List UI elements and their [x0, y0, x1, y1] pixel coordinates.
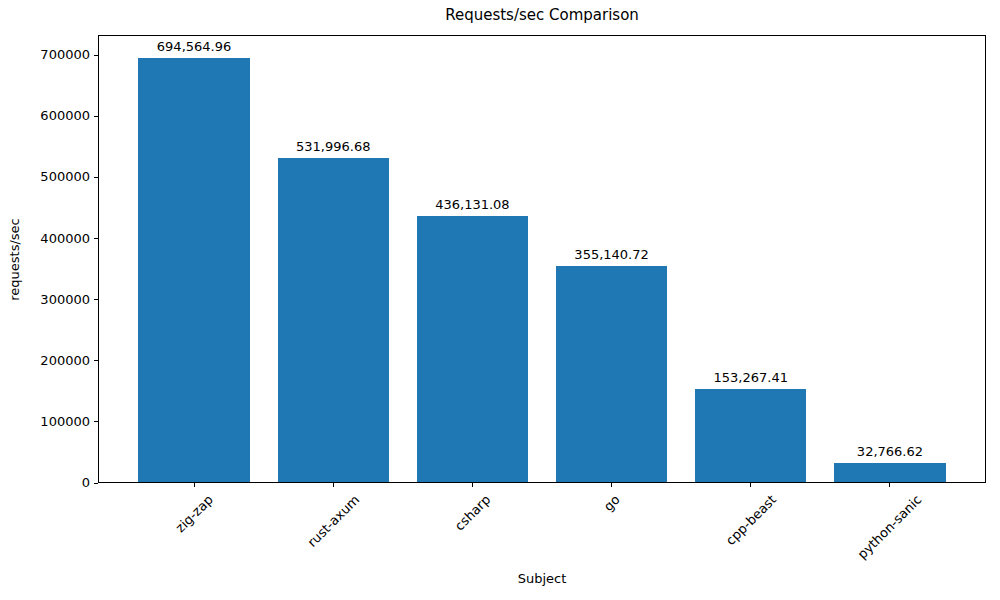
- y-tick-mark: [94, 55, 98, 56]
- y-tick-mark: [94, 238, 98, 239]
- bar: [417, 216, 528, 482]
- bar-value-label: 355,140.72: [542, 247, 682, 262]
- x-tick-label: go: [601, 492, 623, 514]
- bar: [834, 463, 945, 482]
- bar: [138, 58, 249, 482]
- x-tick-mark: [889, 483, 890, 487]
- bar-value-label: 531,996.68: [263, 139, 403, 154]
- y-tick-label: 700000: [30, 48, 90, 62]
- chart-title: Requests/sec Comparison: [98, 6, 986, 24]
- y-tick-label: 300000: [30, 293, 90, 307]
- x-tick-mark: [333, 483, 334, 487]
- bar: [556, 266, 667, 482]
- y-tick-mark: [94, 116, 98, 117]
- y-tick-mark: [94, 421, 98, 422]
- y-tick-label: 400000: [30, 232, 90, 246]
- x-axis-label: Subject: [98, 571, 986, 586]
- x-tick-label: csharp: [451, 492, 493, 534]
- y-tick-label: 100000: [30, 415, 90, 429]
- y-tick-mark: [94, 177, 98, 178]
- x-tick-label: rust-axum: [304, 492, 362, 550]
- x-tick-label: zig-zap: [173, 492, 216, 535]
- bar-value-label: 32,766.62: [820, 444, 960, 459]
- y-tick-label: 200000: [30, 354, 90, 368]
- y-tick-label: 500000: [30, 170, 90, 184]
- x-tick-mark: [194, 483, 195, 487]
- bar-value-label: 694,564.96: [124, 39, 264, 54]
- bar: [278, 158, 389, 482]
- bar-value-label: 153,267.41: [681, 370, 821, 385]
- y-tick-label: 0: [30, 476, 90, 490]
- x-tick-mark: [750, 483, 751, 487]
- x-tick-mark: [472, 483, 473, 487]
- x-tick-mark: [611, 483, 612, 487]
- x-tick-label: python-sanic: [855, 492, 925, 562]
- bar-chart-figure: Requests/sec Comparison 0 100000 200000 300…: [0, 0, 1000, 600]
- bar: [695, 389, 806, 482]
- y-axis-label: requests/sec: [7, 200, 22, 320]
- y-tick-label: 600000: [30, 109, 90, 123]
- y-tick-mark: [94, 360, 98, 361]
- y-tick-mark: [94, 299, 98, 300]
- y-tick-mark: [94, 483, 98, 484]
- x-tick-label: cpp-beast: [723, 492, 779, 548]
- bar-value-label: 436,131.08: [402, 197, 542, 212]
